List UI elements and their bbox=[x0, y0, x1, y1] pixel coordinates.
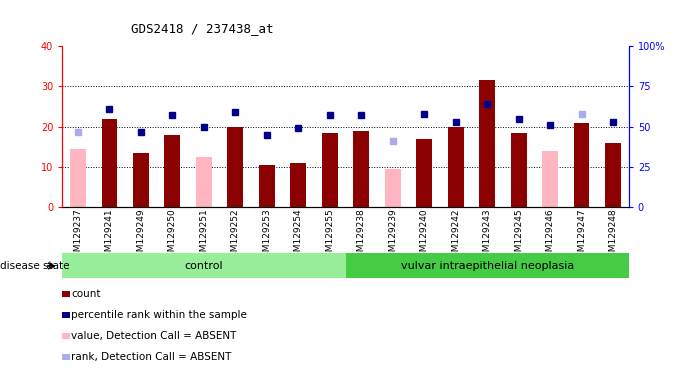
Bar bbox=[102, 119, 117, 207]
Bar bbox=[164, 135, 180, 207]
Bar bbox=[480, 80, 495, 207]
Bar bbox=[62, 253, 346, 278]
Bar bbox=[259, 165, 275, 207]
Text: value, Detection Call = ABSENT: value, Detection Call = ABSENT bbox=[71, 331, 236, 341]
Bar bbox=[511, 133, 527, 207]
Bar bbox=[196, 157, 211, 207]
Bar bbox=[605, 143, 621, 207]
Text: control: control bbox=[184, 261, 223, 271]
Bar bbox=[448, 127, 464, 207]
Bar bbox=[133, 153, 149, 207]
Bar bbox=[346, 253, 629, 278]
Bar bbox=[70, 149, 86, 207]
Text: count: count bbox=[71, 289, 100, 299]
Text: GDS2418 / 237438_at: GDS2418 / 237438_at bbox=[131, 22, 274, 35]
Text: disease state: disease state bbox=[0, 261, 70, 271]
Bar bbox=[385, 169, 401, 207]
Text: rank, Detection Call = ABSENT: rank, Detection Call = ABSENT bbox=[71, 352, 231, 362]
Bar bbox=[322, 133, 338, 207]
Text: percentile rank within the sample: percentile rank within the sample bbox=[71, 310, 247, 320]
Bar bbox=[290, 163, 306, 207]
Text: vulvar intraepithelial neoplasia: vulvar intraepithelial neoplasia bbox=[401, 261, 574, 271]
Bar bbox=[416, 139, 432, 207]
Bar bbox=[227, 127, 243, 207]
Bar bbox=[542, 151, 558, 207]
Bar bbox=[353, 131, 369, 207]
Bar bbox=[574, 123, 589, 207]
